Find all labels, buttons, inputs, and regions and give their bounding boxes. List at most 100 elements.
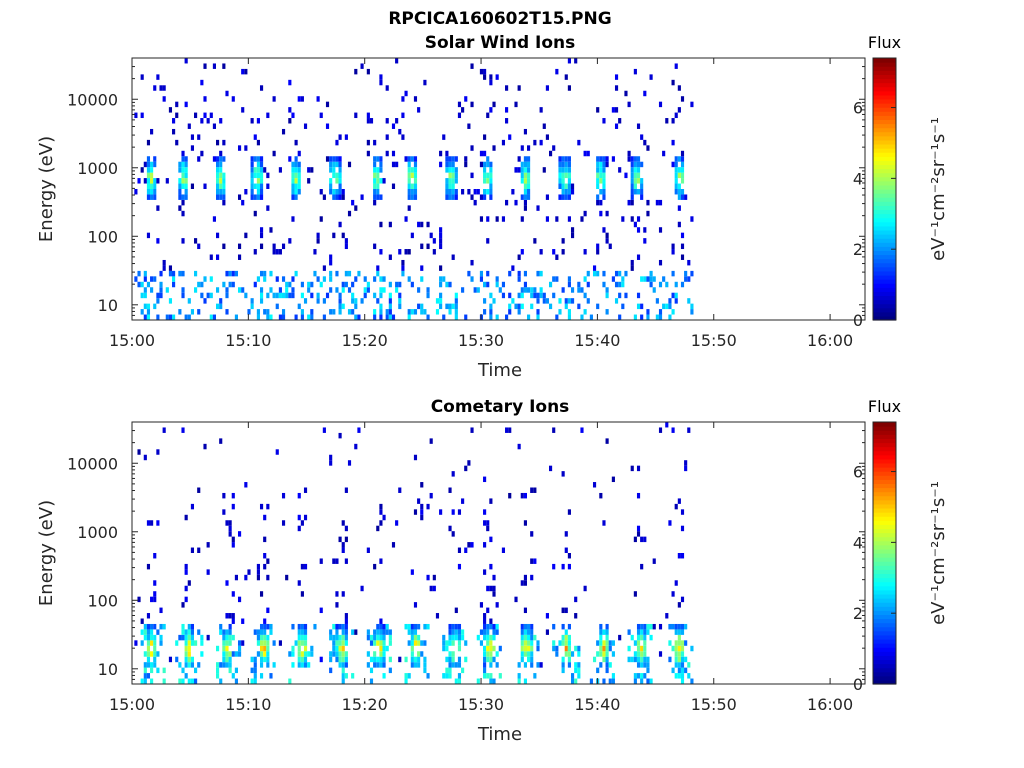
heatmap-cell: [303, 563, 308, 570]
heatmap-cell: [486, 281, 490, 288]
heatmap-cell: [341, 232, 345, 239]
heatmap-cell: [369, 656, 374, 663]
heatmap-cell: [310, 314, 314, 320]
heatmap-cell: [624, 270, 628, 277]
heatmap-cell: [439, 276, 443, 282]
heatmap-cell: [281, 520, 286, 526]
heatmap-cell: [583, 276, 587, 282]
heatmap-cell: [200, 292, 204, 299]
heatmap-cell: [194, 640, 198, 646]
colorbar-segment: [873, 160, 896, 166]
heatmap-cell: [614, 298, 619, 304]
heatmap-cell: [382, 514, 386, 521]
heatmap-cell: [489, 167, 493, 173]
heatmap-cell: [527, 640, 531, 646]
heatmap-cell: [633, 651, 637, 657]
heatmap-cell: [407, 629, 411, 635]
heatmap-cell: [150, 183, 154, 189]
heatmap-cell: [574, 58, 578, 64]
heatmap-cell: [219, 298, 223, 304]
heatmap-cell: [483, 172, 487, 179]
heatmap-cell: [181, 194, 185, 200]
heatmap-cell: [680, 194, 685, 200]
heatmap-cell: [225, 651, 229, 657]
heatmap-cell: [614, 281, 619, 288]
heatmap-cell: [439, 265, 443, 271]
heatmap-cell: [341, 634, 345, 641]
heatmap-cell: [483, 134, 487, 140]
heatmap-cell: [228, 270, 232, 277]
heatmap-cell: [401, 96, 405, 102]
heatmap-cell: [313, 249, 317, 255]
heatmap-cell: [555, 254, 559, 260]
heatmap-cell: [552, 249, 556, 255]
heatmap-cell: [231, 492, 235, 499]
heatmap-cell: [533, 292, 537, 299]
heatmap-cell: [677, 194, 681, 200]
heatmap-cell: [545, 629, 549, 635]
heatmap-cell: [596, 667, 600, 674]
heatmap-cell: [228, 281, 232, 288]
heatmap-cell: [527, 172, 531, 179]
heatmap-cell: [486, 156, 490, 162]
x-tick-label: 15:20: [342, 331, 388, 350]
heatmap-cell: [523, 156, 527, 162]
heatmap-cell: [325, 123, 330, 129]
heatmap-cell: [636, 189, 641, 195]
heatmap-cell: [611, 276, 615, 282]
heatmap-cell: [410, 662, 414, 668]
heatmap-cell: [646, 667, 650, 674]
heatmap-cell: [162, 85, 166, 91]
heatmap-cell: [523, 183, 527, 189]
heatmap-cell: [344, 525, 348, 532]
heatmap-cell: [451, 161, 455, 168]
heatmap-cell: [332, 309, 336, 315]
heatmap-cell: [153, 161, 157, 168]
heatmap-cell: [602, 640, 606, 646]
colorbar-segment: [873, 291, 896, 297]
heatmap-cell: [501, 547, 506, 553]
heatmap-cell: [373, 183, 377, 189]
heatmap-cell: [150, 287, 154, 293]
heatmap-cell: [514, 101, 518, 108]
heatmap-cell: [630, 656, 634, 663]
colorbar-label: eV⁻¹cm⁻²sr⁻¹s⁻¹: [928, 117, 949, 261]
heatmap-cell: [611, 651, 615, 657]
heatmap-cell: [376, 623, 380, 630]
colorbar-segment: [873, 135, 896, 141]
heatmap-cell: [457, 640, 462, 646]
heatmap-cell: [457, 101, 462, 108]
heatmap-cell: [483, 189, 487, 195]
heatmap-cell: [216, 287, 220, 293]
heatmap-cell: [527, 656, 531, 663]
heatmap-cell: [269, 629, 273, 635]
heatmap-cell: [646, 662, 650, 668]
colorbar-segment: [873, 86, 896, 92]
heatmap-cell: [567, 553, 571, 559]
heatmap-cell: [360, 63, 364, 69]
heatmap-cell: [527, 287, 531, 293]
colorbar-segment: [873, 638, 896, 644]
heatmap-cell: [457, 112, 462, 119]
heatmap-cell: [439, 232, 443, 239]
heatmap-cell: [266, 640, 270, 646]
heatmap-cell: [146, 167, 151, 173]
heatmap-cell: [633, 172, 637, 179]
solar-wind-y-label: Energy (eV): [36, 136, 57, 242]
heatmap-cell: [219, 161, 223, 168]
heatmap-cell: [231, 536, 235, 543]
heatmap-cell: [577, 303, 581, 310]
heatmap-cell: [184, 651, 188, 657]
heatmap-cell: [219, 623, 223, 630]
heatmap-cell: [545, 134, 549, 140]
heatmap-cell: [536, 314, 540, 320]
heatmap-cell: [420, 482, 424, 488]
heatmap-cell: [627, 199, 631, 206]
heatmap-cell: [250, 172, 254, 179]
heatmap-cell: [674, 172, 678, 179]
heatmap-cell: [445, 640, 449, 646]
heatmap-cell: [190, 623, 195, 630]
heatmap-cell: [146, 651, 151, 657]
heatmap-cell: [451, 531, 455, 537]
